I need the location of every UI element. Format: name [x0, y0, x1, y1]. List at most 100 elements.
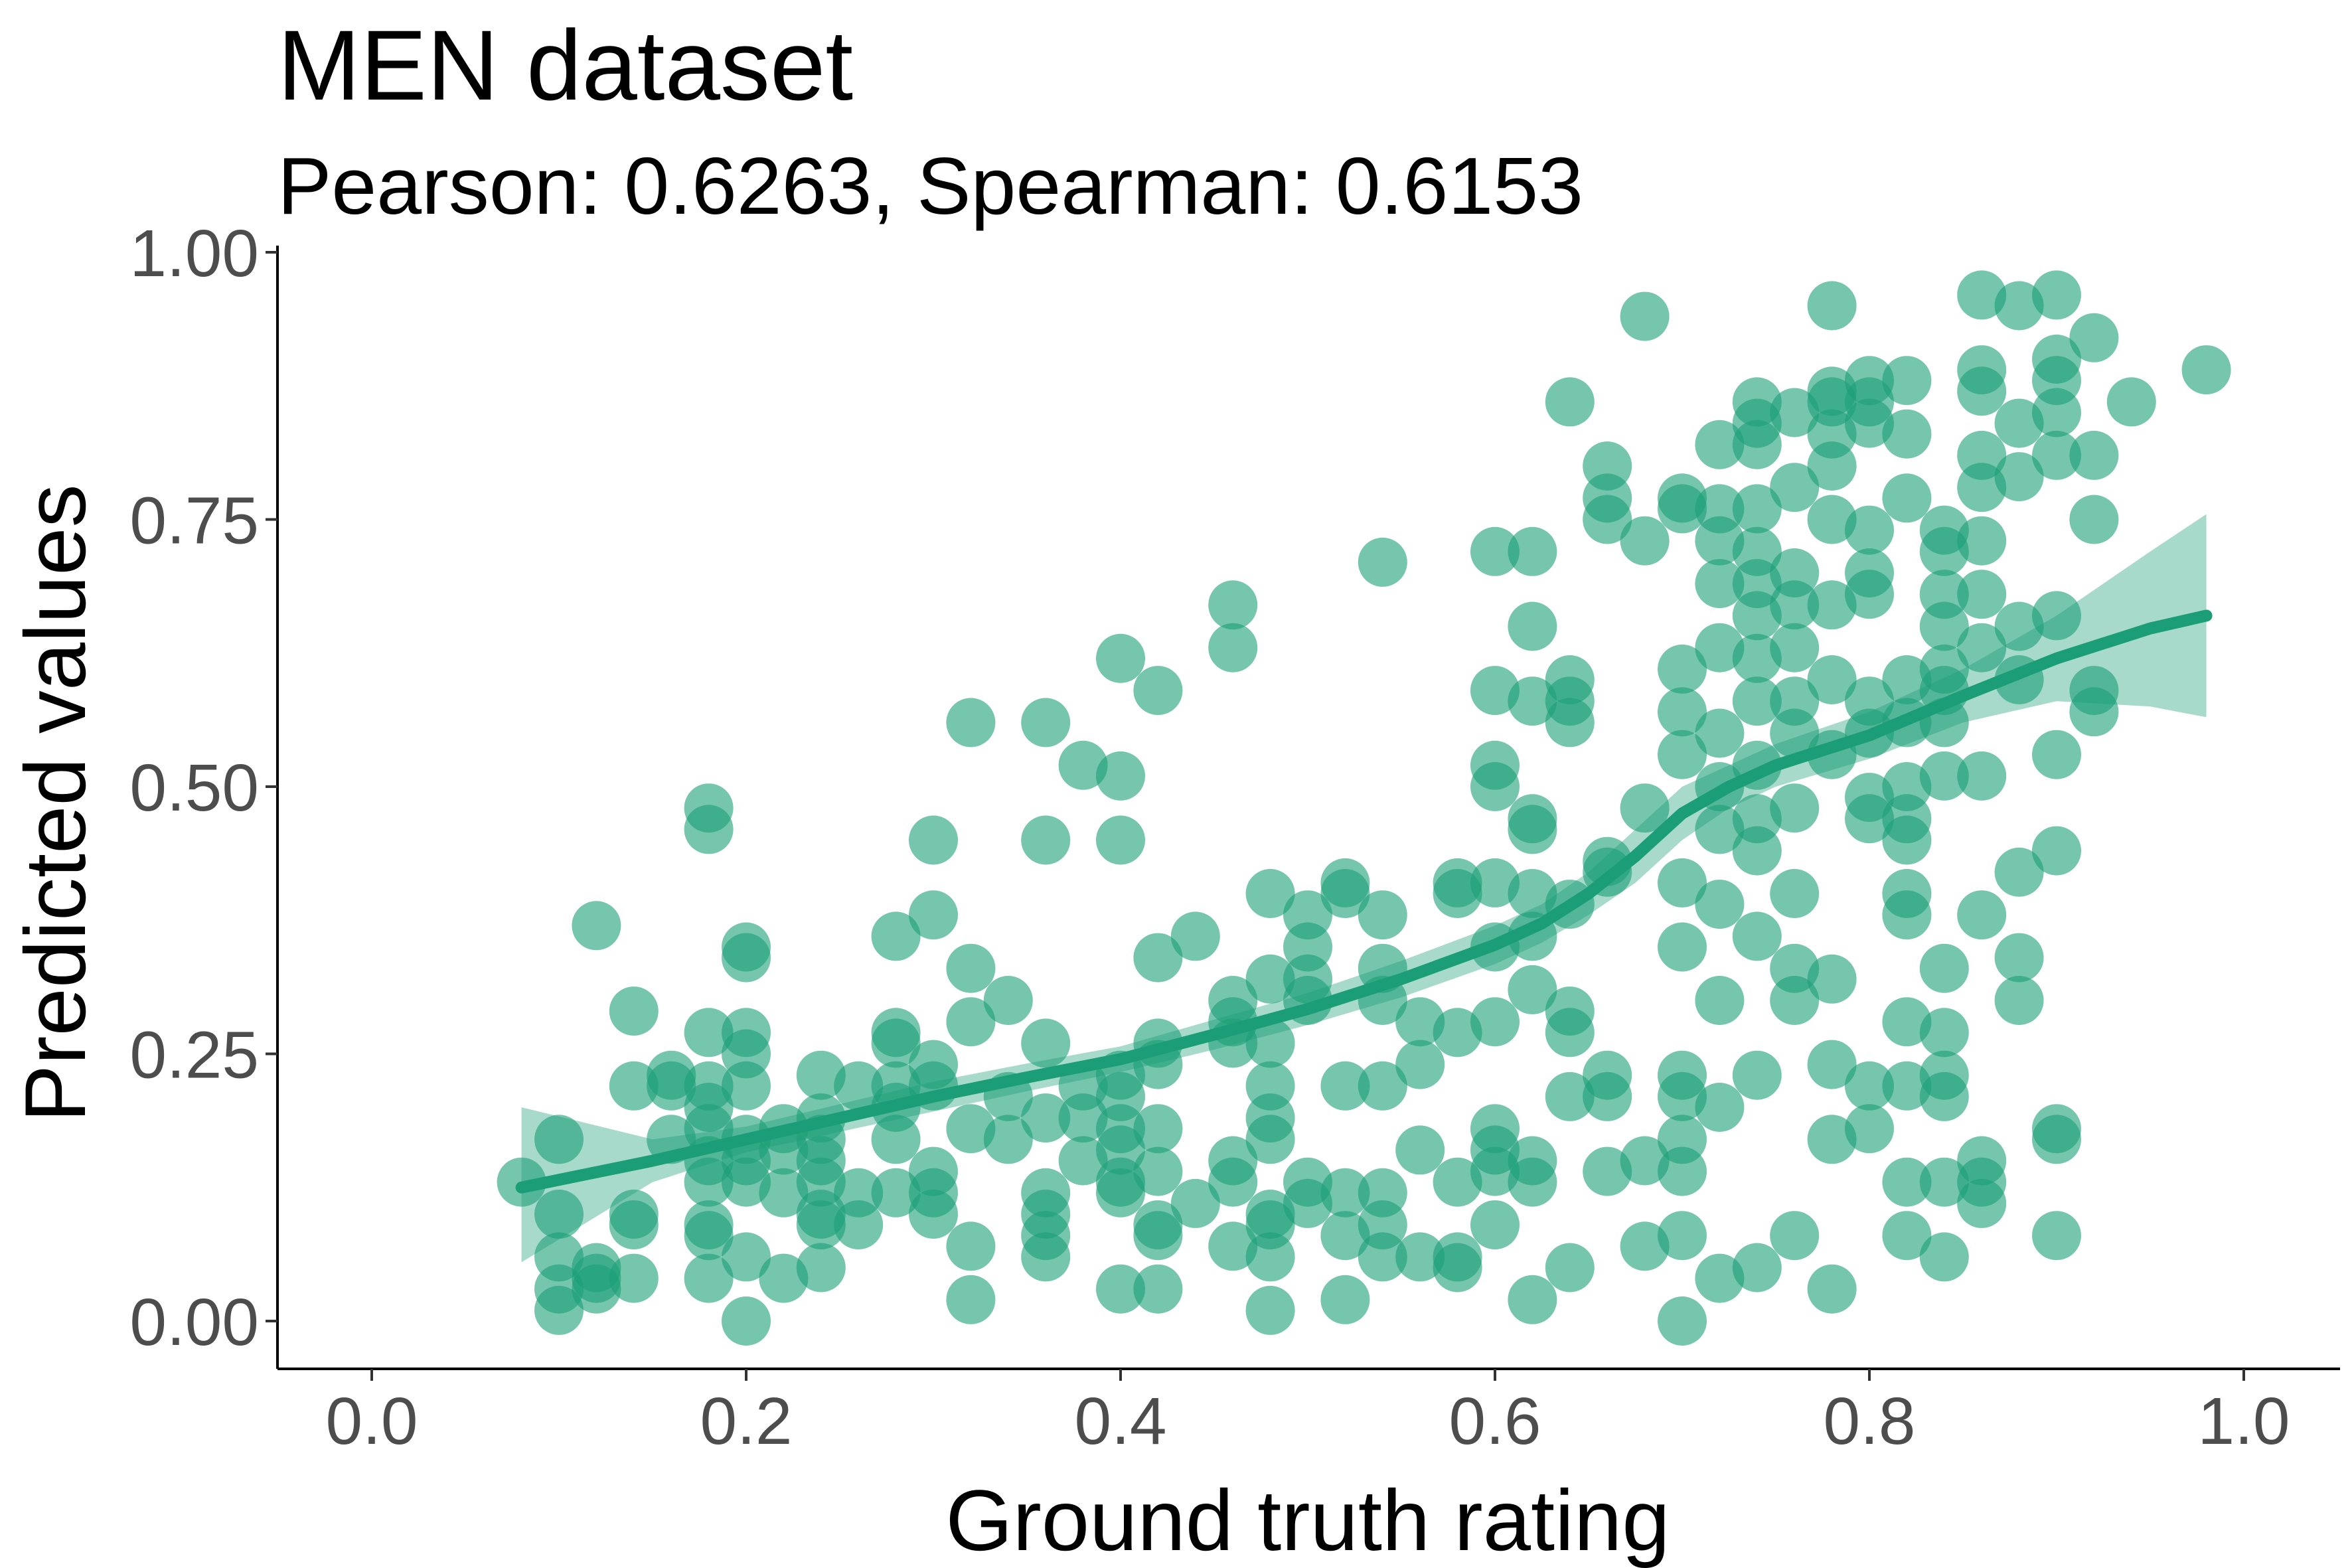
data-point: [1058, 740, 1108, 790]
data-point: [1957, 516, 2007, 566]
data-point: [1882, 890, 1932, 940]
data-point: [1807, 1264, 1857, 1314]
data-point: [1807, 580, 1857, 630]
data-point: [684, 805, 734, 854]
data-point: [1919, 526, 1969, 576]
data-point: [1508, 1157, 1557, 1207]
data-point: [1695, 708, 1745, 758]
data-point: [1470, 1200, 1520, 1250]
data-point: [1882, 473, 1932, 523]
data-point: [1695, 880, 1745, 929]
data-point: [1770, 869, 1820, 918]
data-point: [1583, 1146, 1632, 1196]
data-point: [1807, 441, 1857, 491]
x-axis-ticks: 0.0 0.2 0.4 0.6 0.8 1.0: [325, 1369, 2290, 1458]
data-point: [1395, 1125, 1445, 1175]
data-point: [1919, 1008, 1969, 1058]
data-point: [1583, 495, 1632, 544]
data-point: [871, 1168, 921, 1217]
data-point: [1807, 655, 1857, 704]
data-point: [1882, 1157, 1932, 1207]
data-point: [1770, 463, 1820, 512]
data-point: [1994, 933, 2044, 982]
data-point: [1732, 484, 1782, 534]
data-point: [1770, 580, 1820, 630]
data-point: [609, 1200, 659, 1250]
data-point: [1470, 526, 1520, 576]
data-point: [946, 1275, 996, 1324]
smooth-line: [515, 609, 2213, 1194]
data-point: [2069, 430, 2119, 480]
data-point: [1021, 1093, 1071, 1143]
x-tick-label: 1.0: [2197, 1384, 2290, 1458]
data-point: [1320, 1275, 1370, 1324]
data-point: [1845, 570, 1894, 619]
data-point: [722, 1296, 771, 1346]
data-point: [2106, 377, 2156, 427]
data-point: [1320, 1168, 1370, 1217]
y-axis-label: Predicted values: [7, 484, 104, 1122]
data-point: [1358, 1232, 1407, 1282]
data-point: [1919, 751, 1969, 801]
data-point: [1096, 1264, 1145, 1314]
data-point: [1021, 815, 1071, 865]
data-point: [946, 1221, 996, 1271]
data-point: [1395, 1040, 1445, 1089]
data-point: [1620, 783, 1670, 833]
data-point: [1358, 1061, 1407, 1111]
data-point: [2069, 495, 2119, 544]
data-point: [1770, 388, 1820, 437]
data-point: [1133, 933, 1183, 982]
data-point: [1957, 623, 2007, 672]
data-point: [1957, 570, 2007, 619]
data-point: [1208, 1157, 1258, 1207]
chart-title: MEN dataset: [277, 9, 853, 121]
data-point: [1882, 997, 1932, 1047]
data-point: [1770, 783, 1820, 833]
data-point: [1807, 495, 1857, 544]
data-point: [1620, 1221, 1670, 1271]
data-point: [1732, 1243, 1782, 1293]
y-tick-label: 0.50: [129, 751, 259, 825]
data-point: [722, 1157, 771, 1207]
data-point: [983, 976, 1033, 1025]
data-point: [1882, 356, 1932, 406]
data-point: [1508, 1275, 1557, 1324]
data-point: [1695, 805, 1745, 854]
data-point: [1245, 1285, 1295, 1335]
data-point: [1957, 890, 2007, 940]
data-point: [1545, 698, 1595, 747]
data-point: [946, 1104, 996, 1154]
data-point: [1021, 1018, 1071, 1068]
data-point: [759, 1168, 809, 1217]
data-point: [1133, 1146, 1183, 1196]
data-point: [1957, 366, 2007, 416]
data-point: [572, 1253, 621, 1303]
y-tick-label: 0.25: [129, 1018, 259, 1093]
data-point: [1695, 420, 1745, 469]
data-point: [1919, 1232, 1969, 1282]
data-point: [1508, 965, 1557, 1014]
data-point: [1732, 420, 1782, 469]
data-point: [534, 1190, 584, 1239]
data-point: [1732, 633, 1782, 683]
data-point: [1283, 1178, 1332, 1228]
data-point: [2032, 270, 2081, 320]
data-point: [1732, 911, 1782, 961]
data-point: [1732, 826, 1782, 876]
data-point: [1845, 1104, 1894, 1154]
x-tick-label: 0.6: [1449, 1384, 1541, 1458]
data-point: [609, 1061, 659, 1111]
data-point: [1919, 1071, 1969, 1121]
x-tick-label: 0.8: [1823, 1384, 1915, 1458]
data-point: [1433, 1157, 1482, 1207]
data-point: [1208, 580, 1258, 630]
data-point: [722, 1061, 771, 1111]
data-point: [796, 1200, 846, 1250]
data-point: [1658, 730, 1707, 779]
data-point: [1320, 869, 1370, 918]
data-point: [1470, 997, 1520, 1047]
data-point: [1919, 1157, 1969, 1207]
data-point: [684, 1008, 734, 1058]
data-point: [1620, 291, 1670, 341]
